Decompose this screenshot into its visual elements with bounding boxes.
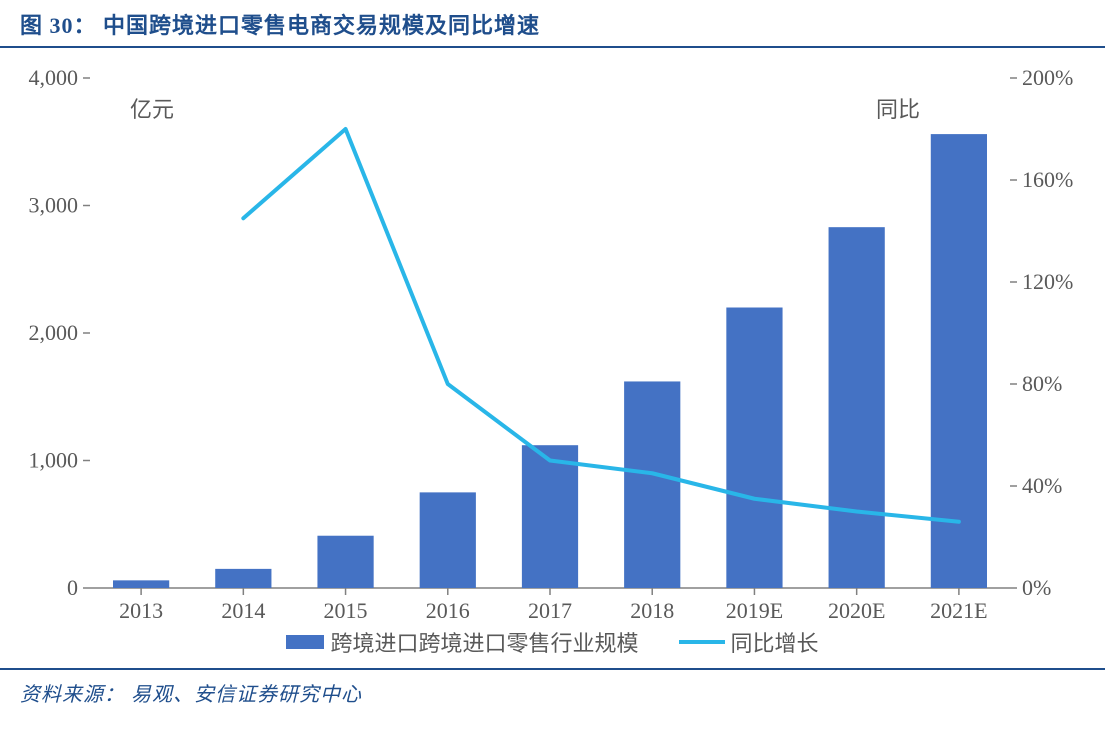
svg-text:0: 0 xyxy=(67,575,78,600)
svg-text:2014: 2014 xyxy=(221,598,265,623)
svg-text:200%: 200% xyxy=(1022,65,1073,90)
y-left-unit-label: 亿元 xyxy=(130,92,174,124)
svg-text:2021E: 2021E xyxy=(930,598,987,623)
svg-text:1,000: 1,000 xyxy=(29,448,79,473)
svg-text:2019E: 2019E xyxy=(726,598,783,623)
svg-text:2017: 2017 xyxy=(528,598,572,623)
svg-text:2015: 2015 xyxy=(324,598,368,623)
chart-legend: 跨境进口跨境进口零售行业规模 同比增长 xyxy=(0,626,1105,658)
figure-number: 图 30： xyxy=(20,13,97,38)
svg-text:40%: 40% xyxy=(1022,473,1062,498)
svg-text:120%: 120% xyxy=(1022,269,1073,294)
svg-text:2020E: 2020E xyxy=(828,598,885,623)
svg-text:160%: 160% xyxy=(1022,167,1073,192)
svg-text:2016: 2016 xyxy=(426,598,470,623)
legend-swatch-bar xyxy=(286,635,324,649)
legend-item-line: 同比增长 xyxy=(679,626,819,658)
chart-area: 0 1,000 2,000 3,000 4,000 0% 40% 80% 120% 160% 200… xyxy=(0,48,1105,668)
svg-text:2018: 2018 xyxy=(630,598,674,623)
source-prefix: 资料来源： xyxy=(20,684,125,706)
legend-label-bar: 跨境进口跨境进口零售行业规模 xyxy=(330,626,638,658)
figure-title-text: 中国跨境进口零售电商交易规模及同比增速 xyxy=(103,13,540,38)
svg-text:0%: 0% xyxy=(1022,575,1051,600)
svg-text:4,000: 4,000 xyxy=(29,65,79,90)
legend-swatch-line xyxy=(679,640,725,644)
source-line: 资料来源： 易观、安信证券研究中心 xyxy=(0,668,1105,707)
y-right-unit-label: 同比 xyxy=(876,92,920,124)
legend-label-line: 同比增长 xyxy=(731,626,819,658)
svg-text:2,000: 2,000 xyxy=(29,320,79,345)
svg-text:2013: 2013 xyxy=(119,598,163,623)
legend-item-bar: 跨境进口跨境进口零售行业规模 xyxy=(286,626,638,658)
svg-text:80%: 80% xyxy=(1022,371,1062,396)
svg-text:3,000: 3,000 xyxy=(29,193,79,218)
figure-title: 图 30： 中国跨境进口零售电商交易规模及同比增速 xyxy=(0,0,1105,48)
chart-svg: 0 1,000 2,000 3,000 4,000 0% 40% 80% 120% 160% 200… xyxy=(0,48,1105,628)
source-text: 易观、安信证券研究中心 xyxy=(131,684,362,706)
